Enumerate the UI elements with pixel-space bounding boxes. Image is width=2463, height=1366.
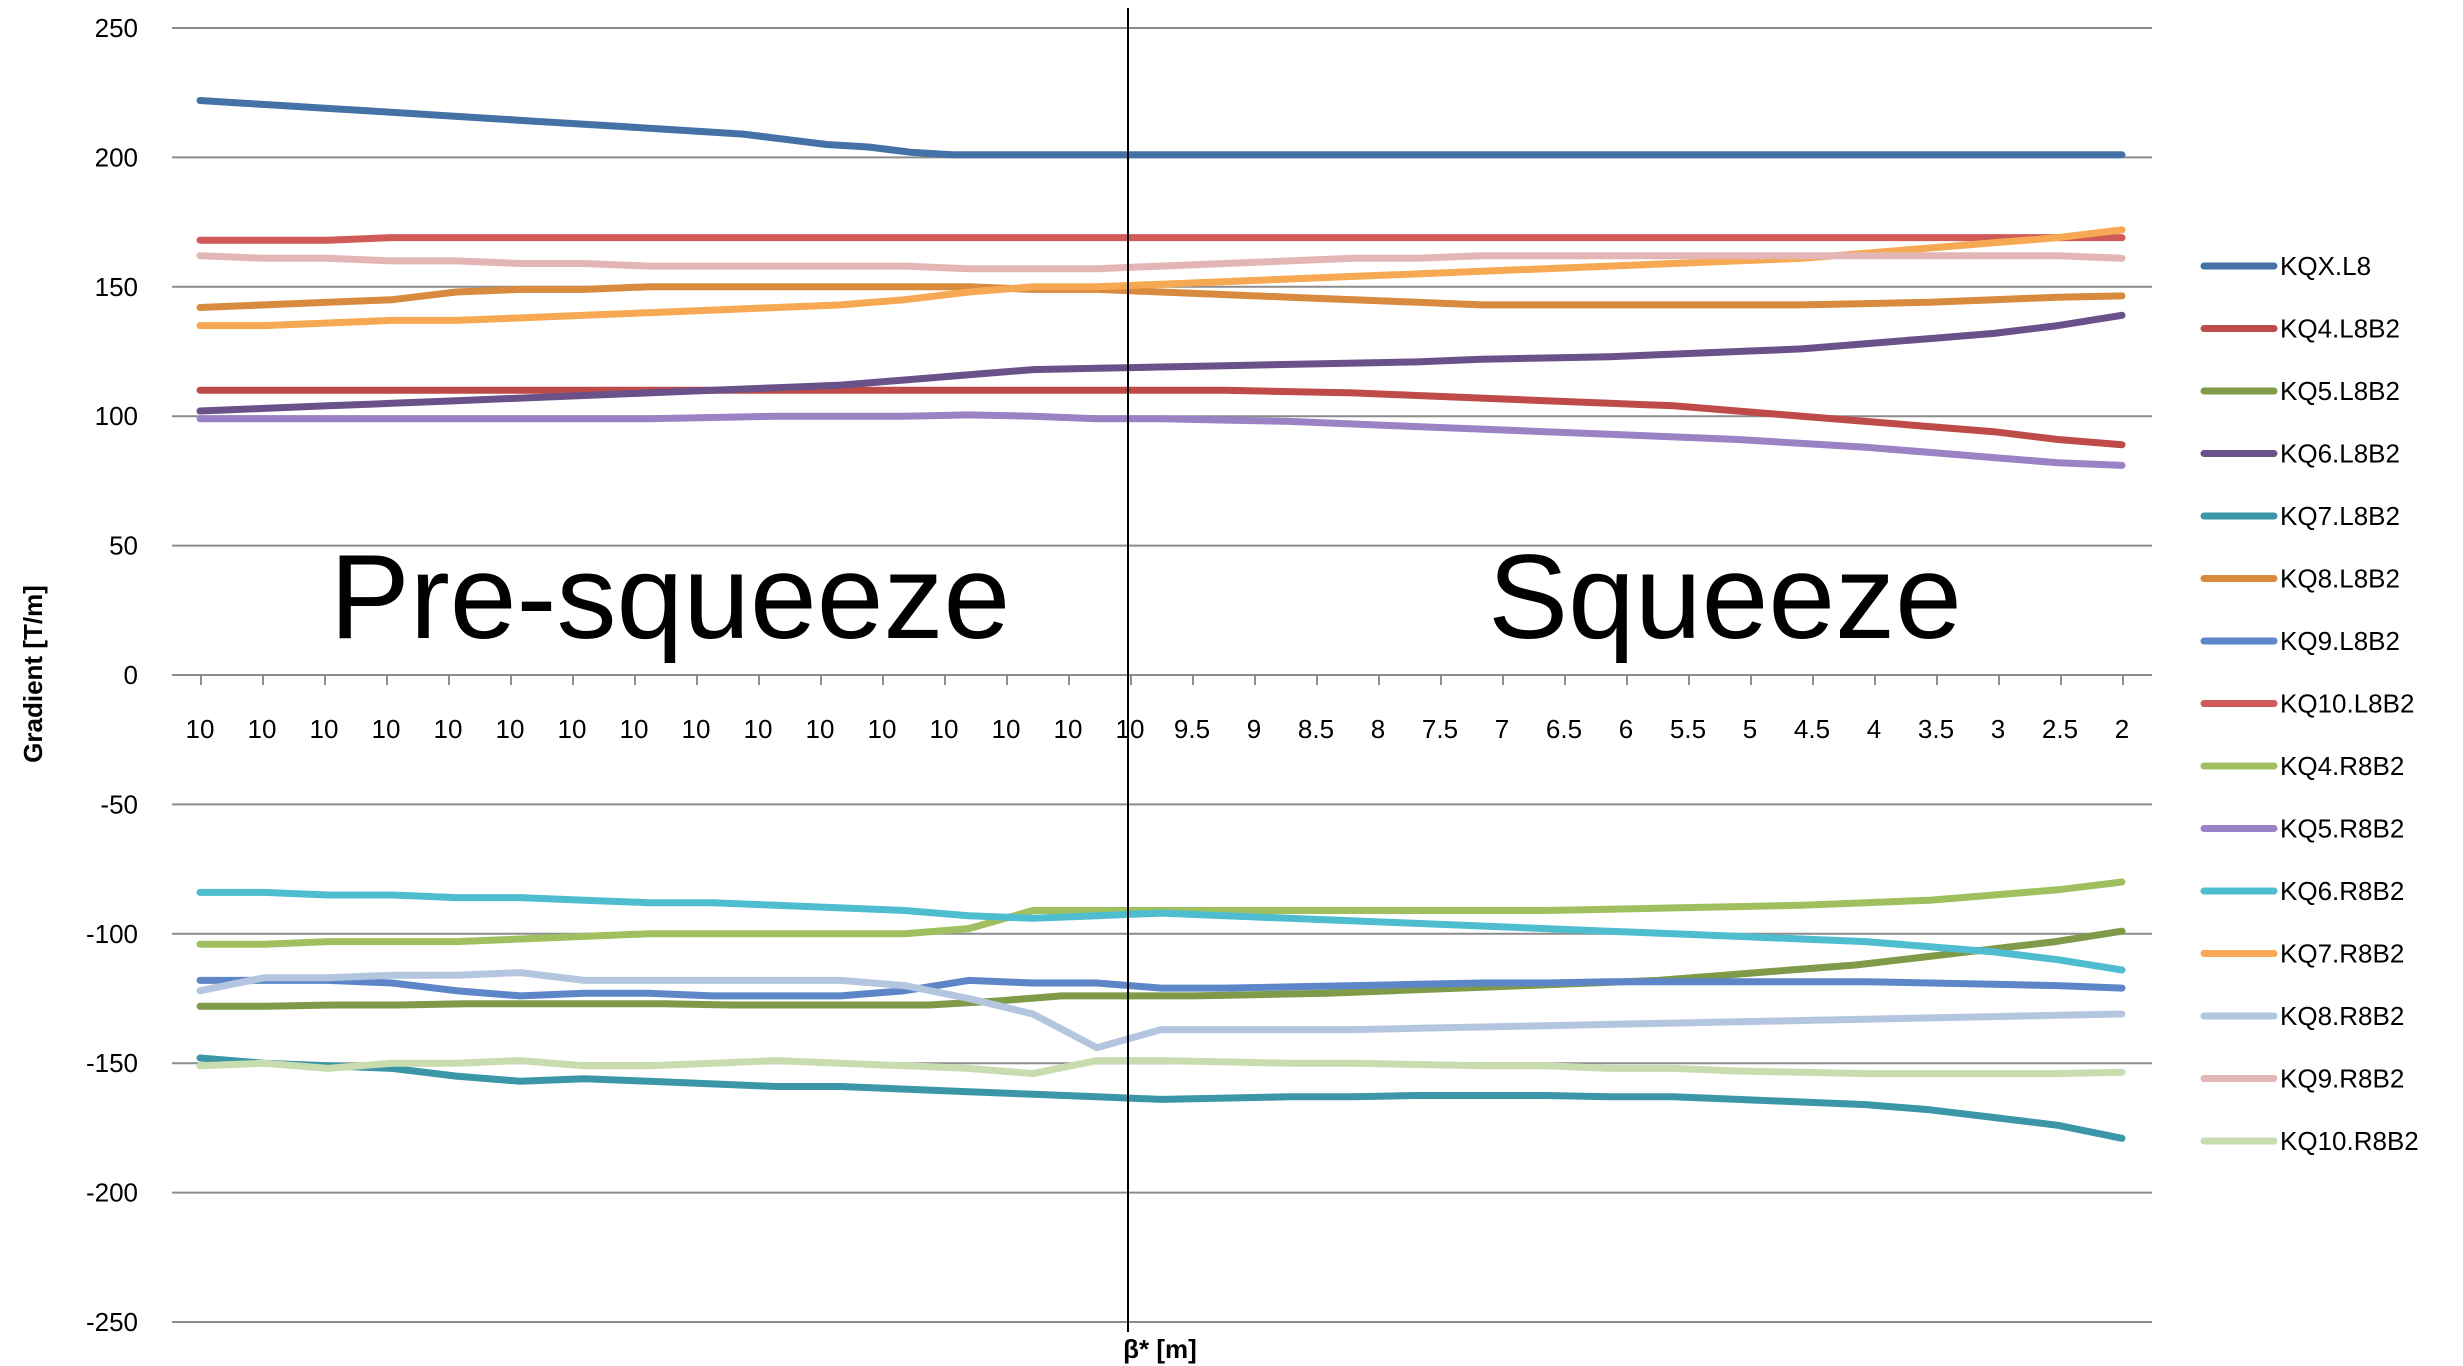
annotation-pre-squeeze: Pre-squeeze: [330, 530, 1010, 664]
legend-label: KQ9.L8B2: [2280, 626, 2400, 656]
y-tick-label: 150: [95, 272, 138, 302]
x-tick-label: 10: [620, 714, 649, 744]
legend-label: KQ4.R8B2: [2280, 751, 2404, 781]
y-tick-label: 50: [109, 531, 138, 561]
x-tick-label: 10: [372, 714, 401, 744]
legend-label: KQ7.L8B2: [2280, 501, 2400, 531]
annotation-squeeze: Squeeze: [1488, 530, 1962, 664]
series-line: [196, 97, 2126, 159]
y-tick-label: -50: [100, 789, 138, 819]
x-tick-label: 10: [310, 714, 339, 744]
x-tick-label: 3.5: [1918, 714, 1954, 744]
annotations: Pre-squeeze Squeeze: [330, 530, 1962, 664]
x-tick-label: 5: [1743, 714, 1757, 744]
series-line: [196, 969, 2126, 1052]
legend-label: KQ8.L8B2: [2280, 564, 2400, 594]
series-line: [196, 283, 2126, 311]
x-tick-label: 10: [930, 714, 959, 744]
legend-label: KQ6.R8B2: [2280, 876, 2404, 906]
x-tick-label: 6: [1619, 714, 1633, 744]
x-tick-label: 10: [496, 714, 525, 744]
x-tick-label: 10: [992, 714, 1021, 744]
x-axis-title: β* [m]: [1123, 1334, 1197, 1364]
x-tick-label: 10: [186, 714, 215, 744]
x-tick-label: 7.5: [1422, 714, 1458, 744]
legend-label: KQ10.R8B2: [2280, 1126, 2419, 1156]
x-tick-label: 10: [248, 714, 277, 744]
y-tick-label: 0: [124, 660, 138, 690]
series-line: [196, 226, 2126, 330]
legend-label: KQ10.L8B2: [2280, 689, 2414, 719]
series-line: [196, 234, 2126, 244]
x-tick-label: 10: [682, 714, 711, 744]
x-tick-label: 3: [1991, 714, 2005, 744]
grid-lines: [172, 27, 2152, 1323]
x-tick-label: 7: [1495, 714, 1509, 744]
x-tick-labels: 10 10 10 10 10 10 10 10 10 10 10 10 10 10 10 10 9.5 9 8.5 8…: [186, 714, 2130, 744]
y-tick-label: 250: [95, 13, 138, 43]
x-tick-label: 2.5: [2042, 714, 2078, 744]
series-lines: [196, 97, 2126, 1142]
y-axis-title: Gradient [T/m]: [18, 585, 48, 763]
x-tick-label: 10: [1054, 714, 1083, 744]
x-tick-label: 9.5: [1174, 714, 1210, 744]
legend-label: KQ5.L8B2: [2280, 376, 2400, 406]
series-line: [196, 311, 2126, 415]
series-line: [196, 1054, 2126, 1142]
y-tick-label: -250: [86, 1307, 138, 1337]
y-tick-label: -150: [86, 1048, 138, 1078]
x-tick-label: 8.5: [1298, 714, 1334, 744]
series-line: [196, 976, 2126, 1000]
y-tick-label: 200: [95, 142, 138, 172]
series-line: [196, 252, 2126, 273]
x-tick-label: 4.5: [1794, 714, 1830, 744]
x-tick-label: 10: [558, 714, 587, 744]
legend-label: KQ5.R8B2: [2280, 814, 2404, 844]
x-tick-label: 10: [744, 714, 773, 744]
x-tick-label: 10: [806, 714, 835, 744]
x-tick-label: 6.5: [1546, 714, 1582, 744]
y-tick-label: 100: [95, 401, 138, 431]
x-tick-label: 2: [2115, 714, 2129, 744]
x-tick-label: 4: [1867, 714, 1881, 744]
x-tick-label: 10: [434, 714, 463, 744]
legend-label: KQ9.R8B2: [2280, 1064, 2404, 1094]
series-line: [196, 411, 2126, 469]
x-tick-label: 9: [1247, 714, 1261, 744]
y-tick-labels: 250 200 150 100 50 0 -50 -100 -150 -200 -250: [86, 13, 138, 1337]
y-tick-label: -100: [86, 919, 138, 949]
legend-label: KQ7.R8B2: [2280, 939, 2404, 969]
series-line: [196, 386, 2126, 449]
y-tick-label: -200: [86, 1178, 138, 1208]
legend-label: KQX.L8: [2280, 251, 2371, 281]
x-tick-label: 10: [868, 714, 897, 744]
series-line: [196, 927, 2126, 1010]
x-tick-label: 5.5: [1670, 714, 1706, 744]
legend-label: KQ4.L8B2: [2280, 314, 2400, 344]
x-tick-label: 10: [1116, 714, 1145, 744]
x-tick-label: 8: [1371, 714, 1385, 744]
legend: KQX.L8 KQ4.L8B2 KQ5.L8B2 KQ6.L8B2 KQ7.L8B2 KQ…: [2200, 251, 2419, 1156]
legend-label: KQ8.R8B2: [2280, 1001, 2404, 1031]
series-line: [196, 888, 2126, 974]
legend-label: KQ6.L8B2: [2280, 439, 2400, 469]
series-line: [196, 1057, 2126, 1078]
